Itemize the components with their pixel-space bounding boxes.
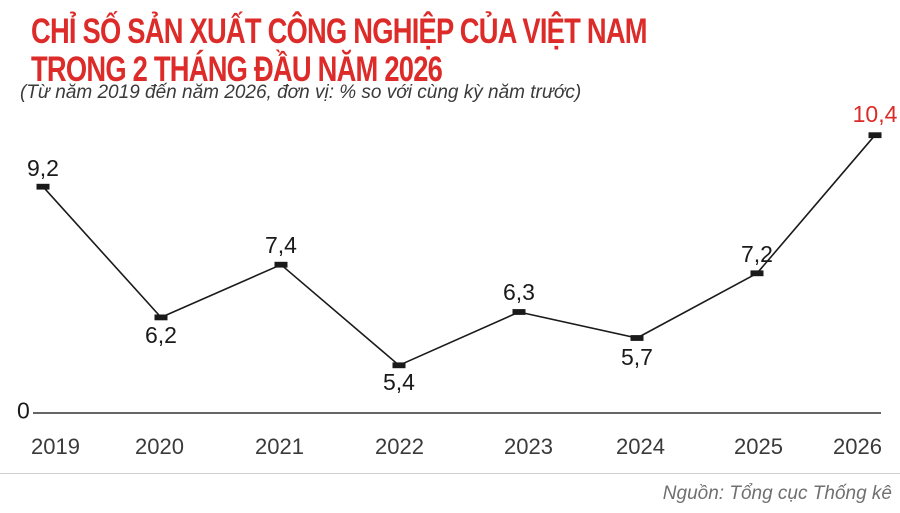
svg-text:7,2: 7,2: [741, 241, 773, 267]
svg-text:5,7: 5,7: [621, 344, 653, 370]
svg-text:9,2: 9,2: [27, 155, 59, 181]
svg-text:6,2: 6,2: [145, 322, 177, 348]
svg-text:10,4: 10,4: [853, 101, 898, 127]
svg-text:5,4: 5,4: [383, 369, 415, 395]
svg-text:0: 0: [17, 398, 30, 424]
svg-text:7,4: 7,4: [265, 232, 297, 258]
svg-text:6,3: 6,3: [503, 279, 535, 305]
